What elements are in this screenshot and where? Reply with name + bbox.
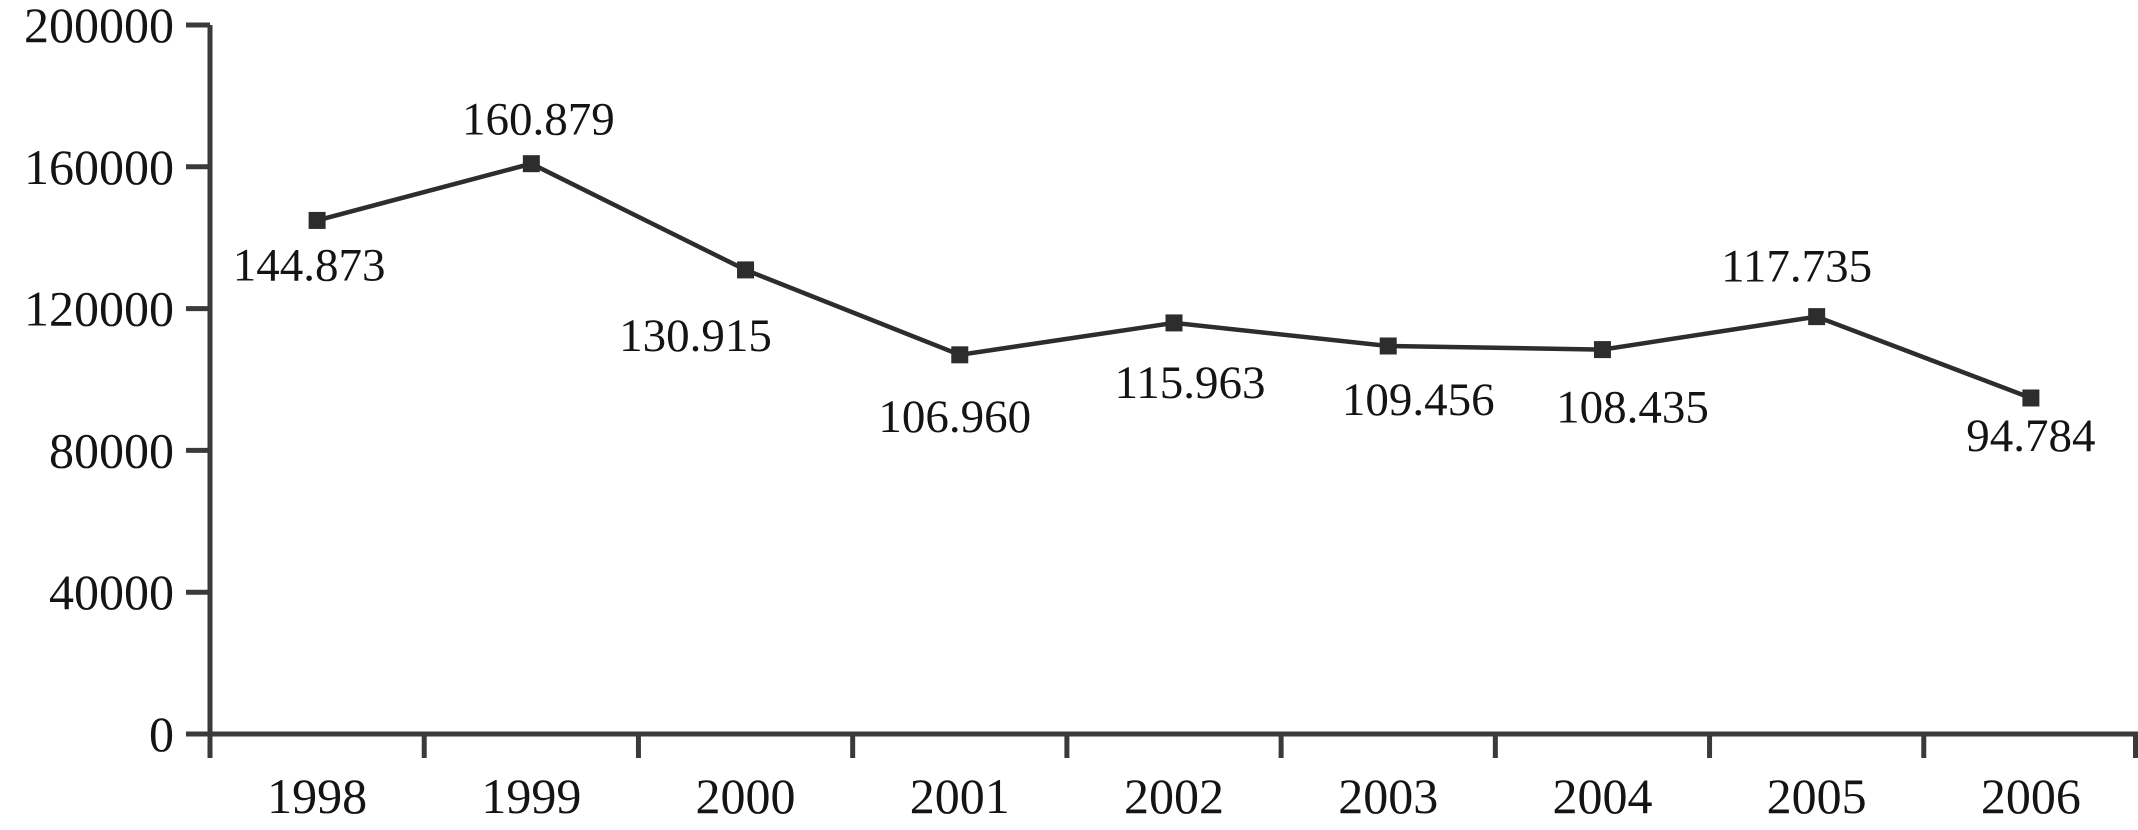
data-point-label-1998: 144.873: [233, 239, 386, 291]
x-axis-label-1998: 1998: [267, 768, 367, 824]
x-axis-label-2001: 2001: [910, 768, 1010, 824]
data-point-label-2002: 115.963: [1114, 357, 1265, 409]
x-axis-label-2005: 2005: [1767, 768, 1867, 824]
data-point-label-1999: 160.879: [462, 94, 615, 146]
data-point-label-2003: 109.456: [1342, 374, 1495, 426]
x-axis-label-2002: 2002: [1124, 768, 1224, 824]
y-axis-tick-label: 40000: [49, 564, 174, 620]
y-axis-tick-label: 160000: [24, 139, 174, 195]
y-axis-tick-label: 200000: [24, 0, 174, 53]
data-point-marker-2000: [737, 261, 755, 279]
data-point-marker-2005: [1808, 308, 1826, 326]
x-axis-label-2000: 2000: [696, 768, 796, 824]
data-point-marker-2006: [2022, 389, 2040, 407]
data-point-label-2000: 130.915: [619, 310, 772, 362]
data-point-marker-2002: [1165, 314, 1183, 332]
y-axis-tick-label: 120000: [24, 281, 174, 337]
data-point-label-2004: 108.435: [1556, 382, 1709, 434]
data-point-marker-2003: [1379, 337, 1397, 355]
data-point-label-2006: 94.784: [1966, 410, 2095, 462]
y-axis-tick-label: 80000: [49, 422, 174, 478]
data-point-marker-1999: [522, 155, 540, 173]
data-point-label-2001: 106.960: [878, 391, 1031, 443]
x-axis-label-2004: 2004: [1552, 768, 1652, 824]
data-point-marker-1998: [308, 211, 326, 229]
x-axis-label-2003: 2003: [1338, 768, 1438, 824]
data-point-marker-2004: [1593, 341, 1611, 359]
x-axis-label-2006: 2006: [1981, 768, 2081, 824]
x-axis-label-1999: 1999: [481, 768, 581, 824]
data-point-label-2005: 117.735: [1721, 241, 1872, 293]
y-axis-tick-label: 0: [149, 706, 174, 762]
data-point-marker-2001: [951, 346, 969, 364]
